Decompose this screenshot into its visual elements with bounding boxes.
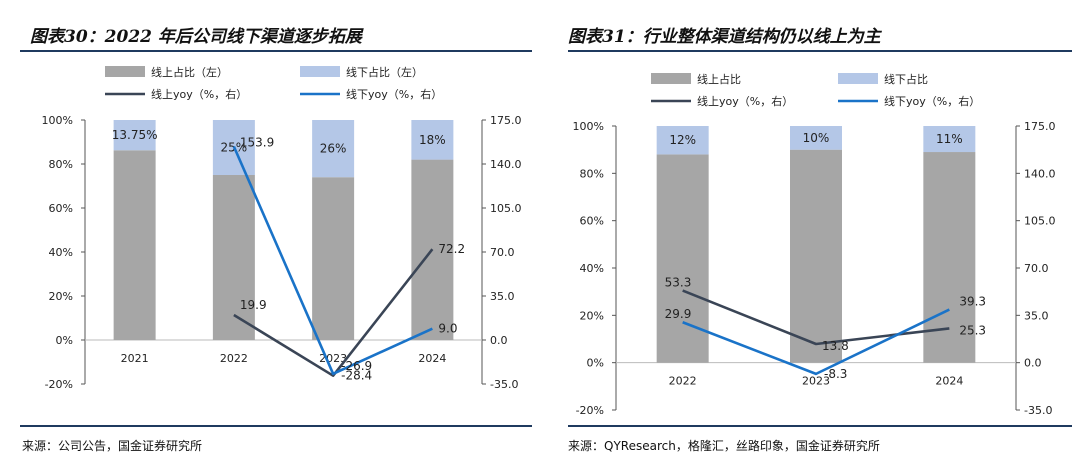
bar-online [656,154,709,363]
legend-entry: 线上yoy（%，右） [151,87,247,101]
line-data-label: 153.9 [240,136,274,150]
chart-svg-left: 线上占比（左） 线下占比（左） 线上yoy（%，右） 线下yoy（%，右） 100% 80… [42,65,522,391]
category-label: 2022 [669,375,697,388]
source-note: 来源：公司公告，国金证券研究所 [22,439,203,453]
category-label: 2023 [802,375,830,388]
right-tick-label: 0.0 [490,334,508,347]
line-data-label: -28.4 [341,369,372,383]
left-tick-label: 60% [580,215,604,228]
chart-panel-right: 图表31：行业整体渠道结构仍以线上为主 线上占比 线下占比线上yoy（%，右） 线下… [548,0,1080,462]
line-data-label: 25.3 [959,323,986,337]
right-tick-label: 35.0 [1024,309,1049,322]
left-tick-label: 100% [573,120,604,133]
right-tick-label: 140.0 [1024,167,1056,180]
bar-label: 10% [803,131,830,145]
right-tick-label: 70.0 [490,246,515,259]
category-label: 2024 [418,352,446,365]
line-data-label: 39.3 [959,295,986,309]
legend-swatch [105,66,145,77]
right-tick-label: 70.0 [1024,262,1049,275]
left-tick-label: 80% [580,167,604,180]
source-note: 来源：QYResearch，格隆汇，丝路印象，国金证券研究所 [568,439,880,453]
legend-entry: 线下yoy（%，右） [884,94,980,108]
legend-entry: 线下占比（左） [346,65,423,79]
legend-swatch [651,73,691,84]
line-data-label: 72.2 [438,242,465,256]
right-tick-label: -35.0 [490,378,518,391]
left-tick-label: 100% [42,114,73,127]
left-tick-label: -20% [576,404,604,417]
line-data-label: 9.0 [438,322,457,336]
line-offline-yoy [682,308,950,376]
right-tick-label: 140.0 [490,158,522,171]
bar-online [923,152,976,363]
legend-entry: 线下占比 [884,72,928,86]
legend-swatch [300,66,340,77]
line-online-yoy [682,289,950,346]
line-data-label: 13.8 [822,339,849,353]
right-tick-label: 175.0 [1024,120,1056,133]
bar-offline [411,120,454,160]
right-tick-label: 105.0 [490,202,522,215]
line-data-label: 53.3 [665,276,692,290]
right-tick-label: 35.0 [490,290,515,303]
bottom-rule [20,425,532,427]
left-tick-label: 60% [49,202,73,215]
right-tick-label: 0.0 [1024,357,1042,370]
line-data-label: 19.9 [240,298,267,312]
bar-online [212,175,255,340]
bar-label: 13.75% [112,128,158,142]
bar-offline [923,126,976,153]
bar-online [790,149,842,363]
line-data-label: -26.9 [341,359,372,373]
right-tick-label: 105.0 [1024,215,1056,228]
title-rule [20,50,532,52]
bar-label: 18% [419,133,446,147]
left-tick-label: 80% [49,158,73,171]
left-tick-label: 20% [49,290,73,303]
left-tick-label: -20% [45,378,73,391]
bar-offline [312,120,355,178]
line-online-yoy [233,248,434,378]
title-rule [568,50,1072,52]
legend-entry: 线下yoy（%，右） [346,87,442,101]
line-data-label: 29.9 [665,307,692,321]
category-label: 2022 [220,352,248,365]
chart-panel-left: 图表30：2022 年后公司线下渠道逐步拓展 线上占比（左） 线下占比（左） 线上y… [20,27,532,453]
bar-offline [656,126,709,155]
bar-offline [790,126,842,150]
bar-online [312,177,355,340]
legend-entry: 线上占比 [697,72,741,86]
legend-entry: 线上占比（左） [151,65,228,79]
line-data-label: -8.3 [824,367,847,381]
left-tick-label: 20% [580,309,604,322]
legend-entry: 线上yoy（%，右） [697,94,793,108]
left-tick-label: 0% [56,334,73,347]
right-tick-label: 175.0 [490,114,522,127]
right-tick-label: -35.0 [1024,404,1052,417]
bar-label: 11% [936,132,963,146]
category-label: 2021 [121,352,149,365]
bottom-rule [568,425,1072,427]
chart-title: 图表31：行业整体渠道结构仍以线上为主 [568,27,881,47]
chart-title: 图表30：2022 年后公司线下渠道逐步拓展 [30,27,362,47]
bar-label: 12% [669,133,696,147]
line-offline-yoy [232,146,433,376]
category-label: 2024 [935,375,963,388]
bar-label: 26% [320,142,347,156]
left-tick-label: 0% [587,357,604,370]
left-tick-label: 40% [580,262,604,275]
legend-swatch [838,73,878,84]
bar-offline [113,120,156,151]
bar-online [113,150,156,340]
left-tick-label: 40% [49,246,73,259]
